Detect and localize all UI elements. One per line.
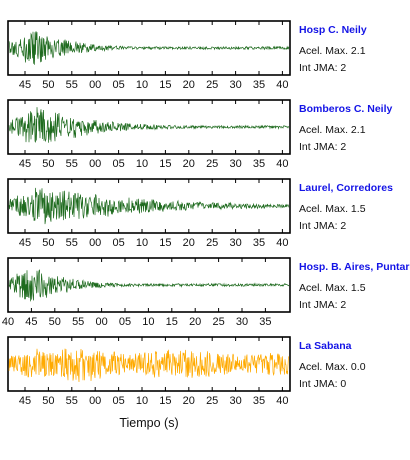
x-tick-label: 30: [229, 395, 241, 407]
jma-intensity: Int JMA: 2: [299, 220, 346, 232]
panel-3: 45 50 55 00 05 10 15 20 25 30 35 40 Laurel, Corredor…: [7, 178, 393, 249]
x-tick-label: 30: [229, 79, 241, 91]
x-tick-label: 40: [2, 316, 14, 328]
x-tick-label: 40: [276, 79, 288, 91]
x-tick-label: 15: [159, 237, 171, 249]
x-tick-label: 00: [95, 316, 107, 328]
x-tick-label: 05: [112, 158, 124, 170]
x-tick-label: 20: [183, 395, 195, 407]
panel-1: 45 50 55 00 05 10 15 20 25 30 35 40 Hosp C. Neily Ace…: [7, 20, 367, 91]
panel-4: 40 45 50 55 00 05 10 15 20 25 30 35 Hosp. B. Aires, …: [2, 257, 410, 328]
waveform-trace: [8, 269, 290, 302]
station-name: Hosp. B. Aires, Puntarenas: [299, 261, 410, 273]
x-tick-label: 50: [49, 316, 61, 328]
jma-intensity: Int JMA: 2: [299, 141, 346, 153]
x-tick-label: 55: [72, 316, 84, 328]
x-tick-label: 25: [206, 158, 218, 170]
x-tick-label: 00: [89, 237, 101, 249]
peak-acceleration: Acel. Max. 1.5: [299, 203, 366, 215]
x-tick-label: 40: [276, 395, 288, 407]
x-tick-label: 40: [276, 237, 288, 249]
x-tick-label: 35: [259, 316, 271, 328]
x-tick-label: 45: [19, 158, 31, 170]
x-tick-label: 20: [183, 237, 195, 249]
panel-5: 45 50 55 00 05 10 15 20 25 30 35 40 La Sabana Acel. M…: [7, 336, 366, 407]
x-tick-label: 25: [206, 395, 218, 407]
waveform-trace: [8, 31, 290, 65]
x-tick-label: 10: [142, 316, 154, 328]
x-tick-label: 05: [112, 79, 124, 91]
x-tick-label: 50: [42, 237, 54, 249]
x-tick-label: 55: [66, 79, 78, 91]
waveform-trace: [8, 348, 290, 383]
station-name: La Sabana: [299, 340, 352, 352]
peak-acceleration: Acel. Max. 2.1: [299, 124, 366, 136]
x-tick-label: 15: [159, 395, 171, 407]
x-tick-label: 45: [25, 316, 37, 328]
x-tick-label: 30: [229, 158, 241, 170]
x-tick-label: 45: [19, 395, 31, 407]
x-tick-label: 50: [42, 79, 54, 91]
x-tick-label: 10: [136, 395, 148, 407]
peak-acceleration: Acel. Max. 2.1: [299, 45, 366, 57]
x-tick-label: 50: [42, 158, 54, 170]
seismogram-panels: 45 50 55 00 05 10 15 20 25 30 35 40 Hosp C. Neily Ace…: [2, 20, 410, 407]
x-tick-label: 15: [166, 316, 178, 328]
x-tick-label: 15: [159, 79, 171, 91]
x-tick-label: 45: [19, 79, 31, 91]
station-name: Bomberos C. Neily: [299, 103, 393, 115]
x-tick-label: 35: [253, 158, 265, 170]
x-tick-label: 15: [159, 158, 171, 170]
x-tick-label: 10: [136, 79, 148, 91]
x-tick-label: 00: [89, 158, 101, 170]
x-tick-label: 35: [253, 395, 265, 407]
x-tick-label: 10: [136, 237, 148, 249]
x-tick-label: 40: [276, 158, 288, 170]
x-tick-label: 35: [253, 79, 265, 91]
jma-intensity: Int JMA: 2: [299, 62, 346, 74]
x-tick-label: 45: [19, 237, 31, 249]
x-tick-label: 20: [183, 79, 195, 91]
x-tick-label: 00: [89, 79, 101, 91]
waveform-trace: [8, 187, 290, 225]
x-tick-label: 00: [89, 395, 101, 407]
station-name: Laurel, Corredores: [299, 182, 393, 194]
x-tick-label: 25: [206, 79, 218, 91]
x-tick-label: 55: [66, 158, 78, 170]
x-tick-label: 55: [66, 237, 78, 249]
panel-2: 45 50 55 00 05 10 15 20 25 30 35 40 Bomberos C. Neil…: [7, 99, 393, 170]
x-tick-label: 25: [206, 237, 218, 249]
jma-intensity: Int JMA: 2: [299, 299, 346, 311]
peak-acceleration: Acel. Max. 0.0: [299, 361, 366, 373]
x-tick-label: 05: [112, 395, 124, 407]
x-tick-label: 30: [236, 316, 248, 328]
x-tick-label: 20: [183, 158, 195, 170]
x-tick-label: 05: [112, 237, 124, 249]
x-axis-label: Tiempo (s): [119, 416, 178, 430]
x-tick-label: 55: [66, 395, 78, 407]
x-tick-label: 50: [42, 395, 54, 407]
station-name: Hosp C. Neily: [299, 24, 367, 36]
waveform-trace: [8, 107, 290, 143]
x-tick-label: 05: [119, 316, 131, 328]
x-tick-label: 10: [136, 158, 148, 170]
jma-intensity: Int JMA: 0: [299, 378, 346, 390]
x-tick-label: 25: [212, 316, 224, 328]
peak-acceleration: Acel. Max. 1.5: [299, 282, 366, 294]
x-tick-label: 30: [229, 237, 241, 249]
x-tick-label: 20: [189, 316, 201, 328]
x-tick-label: 35: [253, 237, 265, 249]
